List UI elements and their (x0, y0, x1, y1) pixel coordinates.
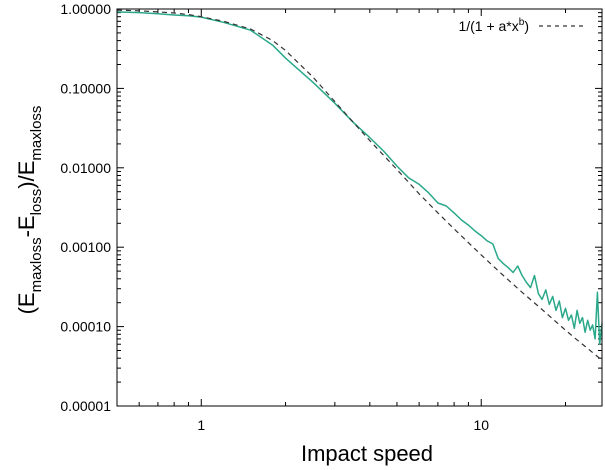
y-tick-label: 0.00100 (60, 239, 111, 255)
y-tick-label: 0.10000 (60, 80, 111, 96)
x-tick-label: 10 (473, 417, 489, 433)
tick-labels: 1.00000 0.10000 0.01000 0.00100 0.00010 0.000… (60, 1, 489, 433)
y-tick-label: 1.00000 (60, 1, 111, 17)
data-curve-solid (116, 11, 603, 345)
x-axis-title: Impact speed (301, 441, 433, 466)
x-tick-label: 1 (197, 417, 205, 433)
series-layer (116, 9, 603, 361)
axis-ticks (116, 8, 602, 407)
y-tick-label: 0.00010 (60, 319, 111, 335)
y-tick-label: 0.01000 (60, 160, 111, 176)
legend: 1/(1 + a*xb) (458, 17, 585, 34)
legend-label: 1/(1 + a*xb) (458, 17, 529, 34)
plot-frame (116, 8, 603, 407)
y-tick-label: 0.00001 (60, 398, 111, 414)
y-axis-title: (Emaxloss-Eloss)/Emaxloss (14, 106, 45, 315)
fit-curve-dashed (116, 9, 603, 361)
